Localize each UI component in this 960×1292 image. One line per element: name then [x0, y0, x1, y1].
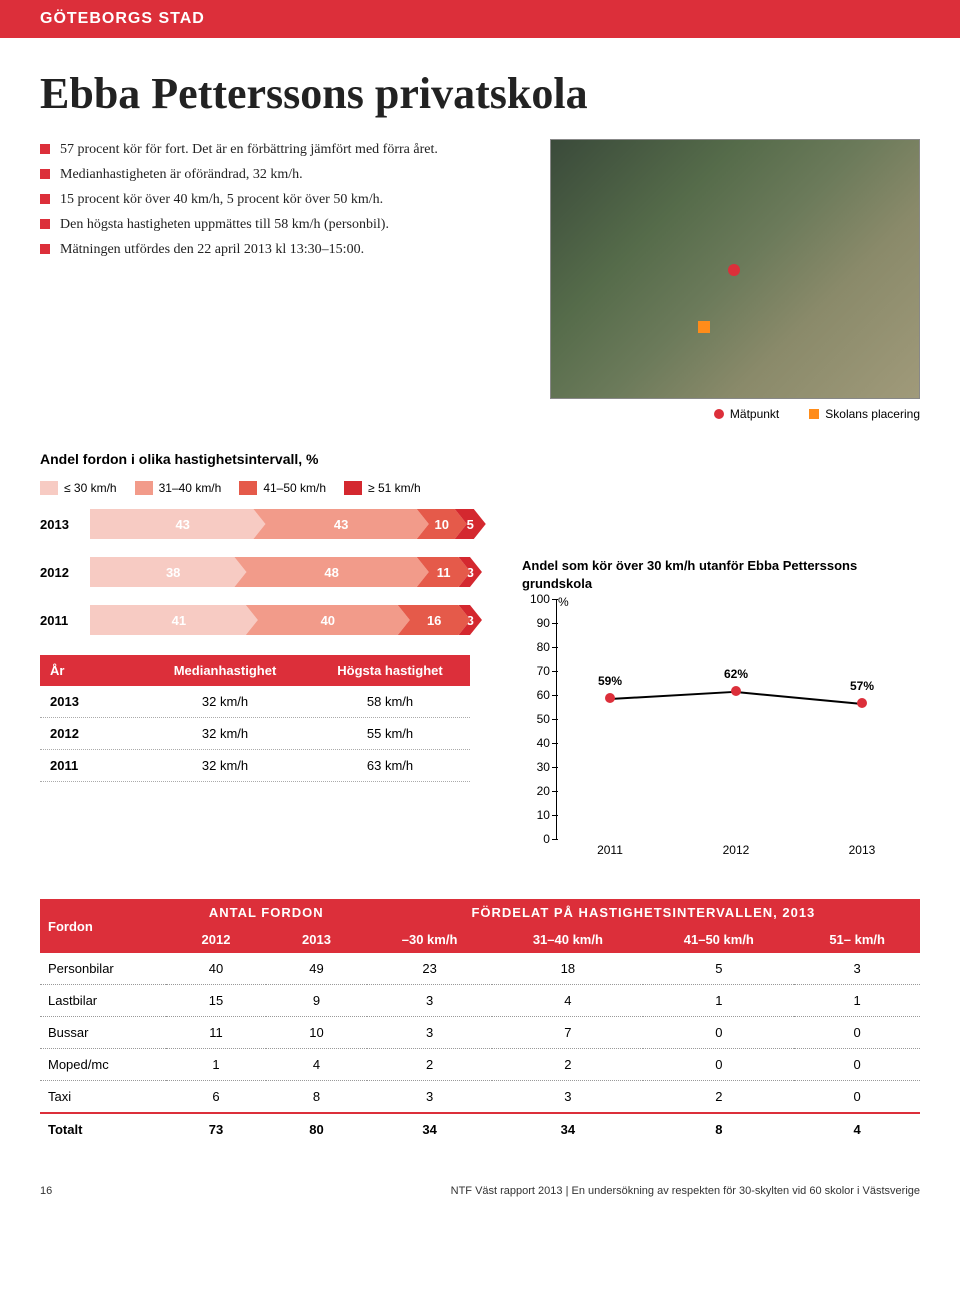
total-row: Totalt7380343484: [40, 1113, 920, 1145]
stack-segment: 41: [90, 605, 258, 635]
sub-header: 51– km/h: [794, 926, 920, 953]
header-band: GÖTEBORGS STAD: [0, 0, 960, 38]
y-tick: 0: [522, 832, 550, 846]
table-row: 201132 km/h63 km/h: [40, 750, 470, 782]
bullet-icon: [40, 244, 50, 254]
map-legend-point: Mätpunkt: [730, 407, 779, 421]
bullet-list: 57 procent kör för fort. Det är en förbä…: [40, 139, 520, 421]
page-footer: 16 NTF Väst rapport 2013 | En undersökni…: [0, 1155, 960, 1217]
th-fordon: Fordon: [40, 899, 166, 953]
chart-point: [857, 698, 867, 708]
map-school-point: [698, 321, 710, 333]
chart-line: [610, 691, 736, 700]
table-row: Lastbilar1593411: [40, 985, 920, 1017]
y-tick: 20: [522, 784, 550, 798]
y-tick: 40: [522, 736, 550, 750]
legend-swatch: [344, 481, 362, 495]
vehicle-table: Fordon ANTAL FORDON FÖRDELAT PÅ HASTIGHE…: [40, 899, 920, 1145]
sub-header: 31–40 km/h: [492, 926, 643, 953]
map-image: [550, 139, 920, 399]
y-tick: 10: [522, 808, 550, 822]
stack-segment: 43: [90, 509, 265, 539]
line-chart-title: Andel som kör över 30 km/h utanför Ebba …: [522, 557, 920, 593]
y-tick: 60: [522, 688, 550, 702]
table-row: Personbilar4049231853: [40, 953, 920, 985]
y-tick: 90: [522, 616, 550, 630]
x-label: 2013: [849, 843, 876, 857]
legend-label: ≥ 51 km/h: [368, 481, 421, 495]
stack-year: 2011: [40, 613, 90, 628]
chart-point: [605, 693, 615, 703]
table-row: Moped/mc142200: [40, 1049, 920, 1081]
page-number: 16: [40, 1185, 52, 1197]
map-measure-point: [728, 264, 740, 276]
bullet-text: Medianhastigheten är oförändrad, 32 km/h…: [60, 164, 303, 185]
stack-segment: 48: [234, 557, 428, 587]
y-tick: 30: [522, 760, 550, 774]
page-title: Ebba Petterssons privatskola: [40, 68, 920, 119]
speed-th-year: År: [40, 655, 140, 686]
bullet-text: 57 procent kör för fort. Det är en förbä…: [60, 139, 438, 160]
line-chart: % 010203040506070809010059%201162%201257…: [522, 599, 920, 859]
bullet-icon: [40, 144, 50, 154]
legend-swatch: [40, 481, 58, 495]
legend-label: 31–40 km/h: [159, 481, 222, 495]
sub-header: 41–50 km/h: [643, 926, 794, 953]
bullet-icon: [40, 219, 50, 229]
interval-legend: ≤ 30 km/h 31–40 km/h 41–50 km/h ≥ 51 km/h: [40, 481, 920, 495]
legend-label: ≤ 30 km/h: [64, 481, 117, 495]
bullet-icon: [40, 169, 50, 179]
stack-year: 2012: [40, 565, 90, 580]
th-group-antal: ANTAL FORDON: [166, 899, 367, 926]
map-legend-school: Skolans placering: [825, 407, 920, 421]
table-row: Bussar11103700: [40, 1017, 920, 1049]
map-legend: Mätpunkt Skolans placering: [550, 407, 920, 421]
sub-header: –30 km/h: [367, 926, 493, 953]
chart-line: [736, 691, 862, 705]
th-group-fordelat: FÖRDELAT PÅ HASTIGHETSINTERVALLEN, 2013: [367, 899, 920, 926]
legend-swatch: [135, 481, 153, 495]
speed-th-median: Medianhastighet: [140, 655, 310, 686]
stack-year: 2013: [40, 517, 90, 532]
legend-dot-icon: [714, 409, 724, 419]
sub-header: 2012: [166, 926, 267, 953]
stack-segment: 38: [90, 557, 246, 587]
y-tick: 70: [522, 664, 550, 678]
legend-swatch: [239, 481, 257, 495]
chart-data-label: 59%: [598, 674, 622, 688]
interval-title: Andel fordon i olika hastighetsintervall…: [40, 451, 920, 467]
bullet-text: 15 procent kör över 40 km/h, 5 procent k…: [60, 189, 383, 210]
footer-text: NTF Väst rapport 2013 | En undersökning …: [451, 1185, 920, 1197]
bullet-text: Den högsta hastigheten uppmättes till 58…: [60, 214, 389, 235]
bullet-icon: [40, 194, 50, 204]
y-tick: 80: [522, 640, 550, 654]
table-row: Taxi683320: [40, 1081, 920, 1114]
table-row: 201332 km/h58 km/h: [40, 686, 470, 718]
x-label: 2011: [597, 843, 623, 857]
chart-data-label: 62%: [724, 667, 748, 681]
y-tick: 100: [522, 592, 550, 606]
stack-segment: 40: [246, 605, 410, 635]
table-row: 201232 km/h55 km/h: [40, 718, 470, 750]
chart-point: [731, 686, 741, 696]
speed-th-max: Högsta hastighet: [310, 655, 470, 686]
y-tick: 50: [522, 712, 550, 726]
chart-data-label: 57%: [850, 679, 874, 693]
legend-square-icon: [809, 409, 819, 419]
y-unit: %: [558, 595, 569, 609]
sub-header: 2013: [266, 926, 367, 953]
legend-label: 41–50 km/h: [263, 481, 326, 495]
x-label: 2012: [723, 843, 750, 857]
bullet-text: Mätningen utfördes den 22 april 2013 kl …: [60, 239, 364, 260]
speed-table: År Medianhastighet Högsta hastighet 2013…: [40, 655, 470, 782]
stack-segment: 43: [253, 509, 428, 539]
